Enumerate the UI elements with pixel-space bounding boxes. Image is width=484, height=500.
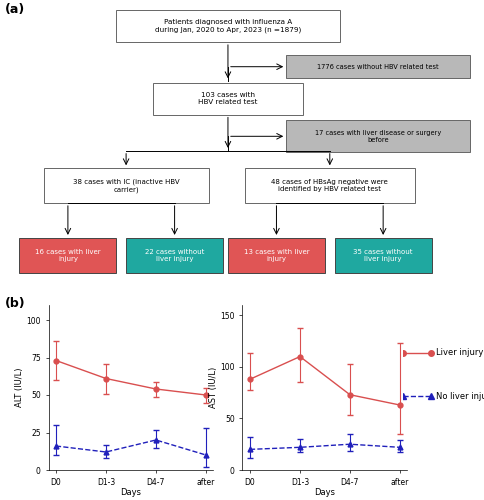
Bar [227, 238, 324, 272]
Text: No liver injury: No liver injury [435, 392, 484, 401]
Bar [44, 168, 208, 203]
Y-axis label: AST (IU/L): AST (IU/L) [208, 367, 217, 408]
Text: (b): (b) [5, 298, 26, 310]
Bar [334, 238, 431, 272]
Text: Liver injury: Liver injury [435, 348, 482, 357]
Text: 16 cases with liver
injury: 16 cases with liver injury [35, 248, 101, 262]
Text: (a): (a) [5, 3, 25, 16]
Text: 13 cases with liver
injury: 13 cases with liver injury [243, 248, 309, 262]
Bar [286, 120, 469, 152]
X-axis label: Days: Days [120, 488, 141, 497]
Bar [126, 238, 223, 272]
Text: 48 cases of HBsAg negative were
identified by HBV related test: 48 cases of HBsAg negative were identifi… [271, 179, 387, 192]
Bar [286, 55, 469, 78]
Text: 22 cases without
liver injury: 22 cases without liver injury [145, 248, 204, 262]
Text: Patients diagnosed with influenza A
during Jan, 2020 to Apr, 2023 (n =1879): Patients diagnosed with influenza A duri… [154, 20, 301, 33]
Bar [116, 10, 339, 42]
Bar [244, 168, 414, 203]
Text: 35 cases without
liver injury: 35 cases without liver injury [353, 248, 412, 262]
Bar [152, 82, 302, 114]
Y-axis label: ALT (IU/L): ALT (IU/L) [15, 368, 24, 407]
Text: 103 cases with
HBV related test: 103 cases with HBV related test [198, 92, 257, 105]
Bar [19, 238, 116, 272]
Text: 38 cases with IC (inactive HBV
carrier): 38 cases with IC (inactive HBV carrier) [73, 178, 179, 192]
Text: 1776 cases without HBV related test: 1776 cases without HBV related test [317, 64, 438, 70]
Text: 17 cases with liver disease or surgery
before: 17 cases with liver disease or surgery b… [315, 130, 440, 143]
X-axis label: Days: Days [314, 488, 335, 497]
